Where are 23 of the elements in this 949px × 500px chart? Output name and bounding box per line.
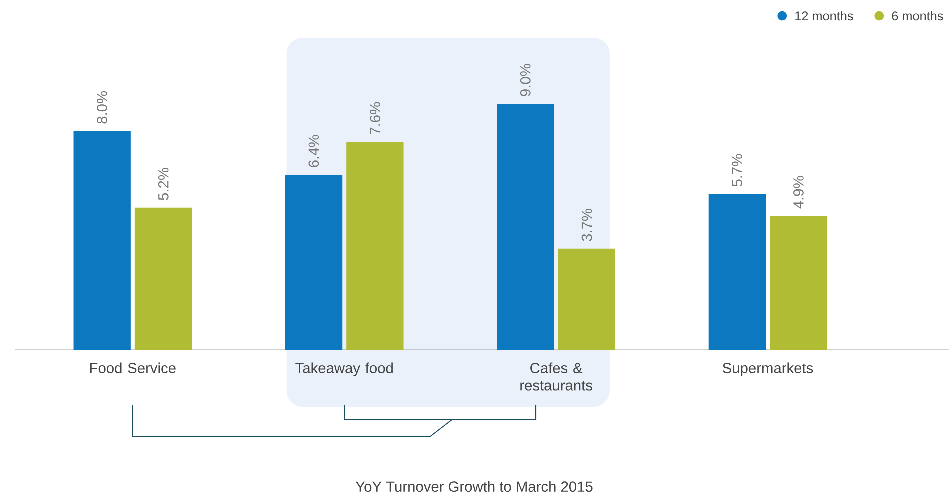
x-tick-label: Takeaway food	[296, 362, 393, 376]
text: YoY Turnover Growth to March 2015	[356, 481, 593, 492]
bar	[134, 208, 192, 350]
legend-label: 6 months	[892, 11, 944, 21]
data-label: 7.6%	[370, 102, 381, 135]
bar	[770, 216, 828, 350]
bar	[708, 194, 766, 350]
data-label: 6.4%	[308, 135, 320, 168]
data-label: 9.0%	[520, 64, 531, 96]
bar	[346, 142, 404, 350]
legend-label: 12 months	[796, 11, 854, 21]
bar	[285, 175, 343, 350]
bar	[558, 248, 616, 350]
data-label: 5.7%	[732, 154, 742, 187]
bar	[74, 131, 131, 350]
data-label: 5.2%	[158, 168, 169, 200]
data-label: 3.7%	[582, 209, 592, 242]
data-label: 4.9%	[794, 176, 804, 209]
x-tick-label: Food Service	[90, 362, 176, 374]
x-tick-label: Cafes & restaurants	[520, 362, 592, 391]
bar	[497, 104, 554, 350]
x-tick-label: Supermarkets	[723, 362, 814, 376]
data-label: 8.0%	[97, 91, 108, 124]
